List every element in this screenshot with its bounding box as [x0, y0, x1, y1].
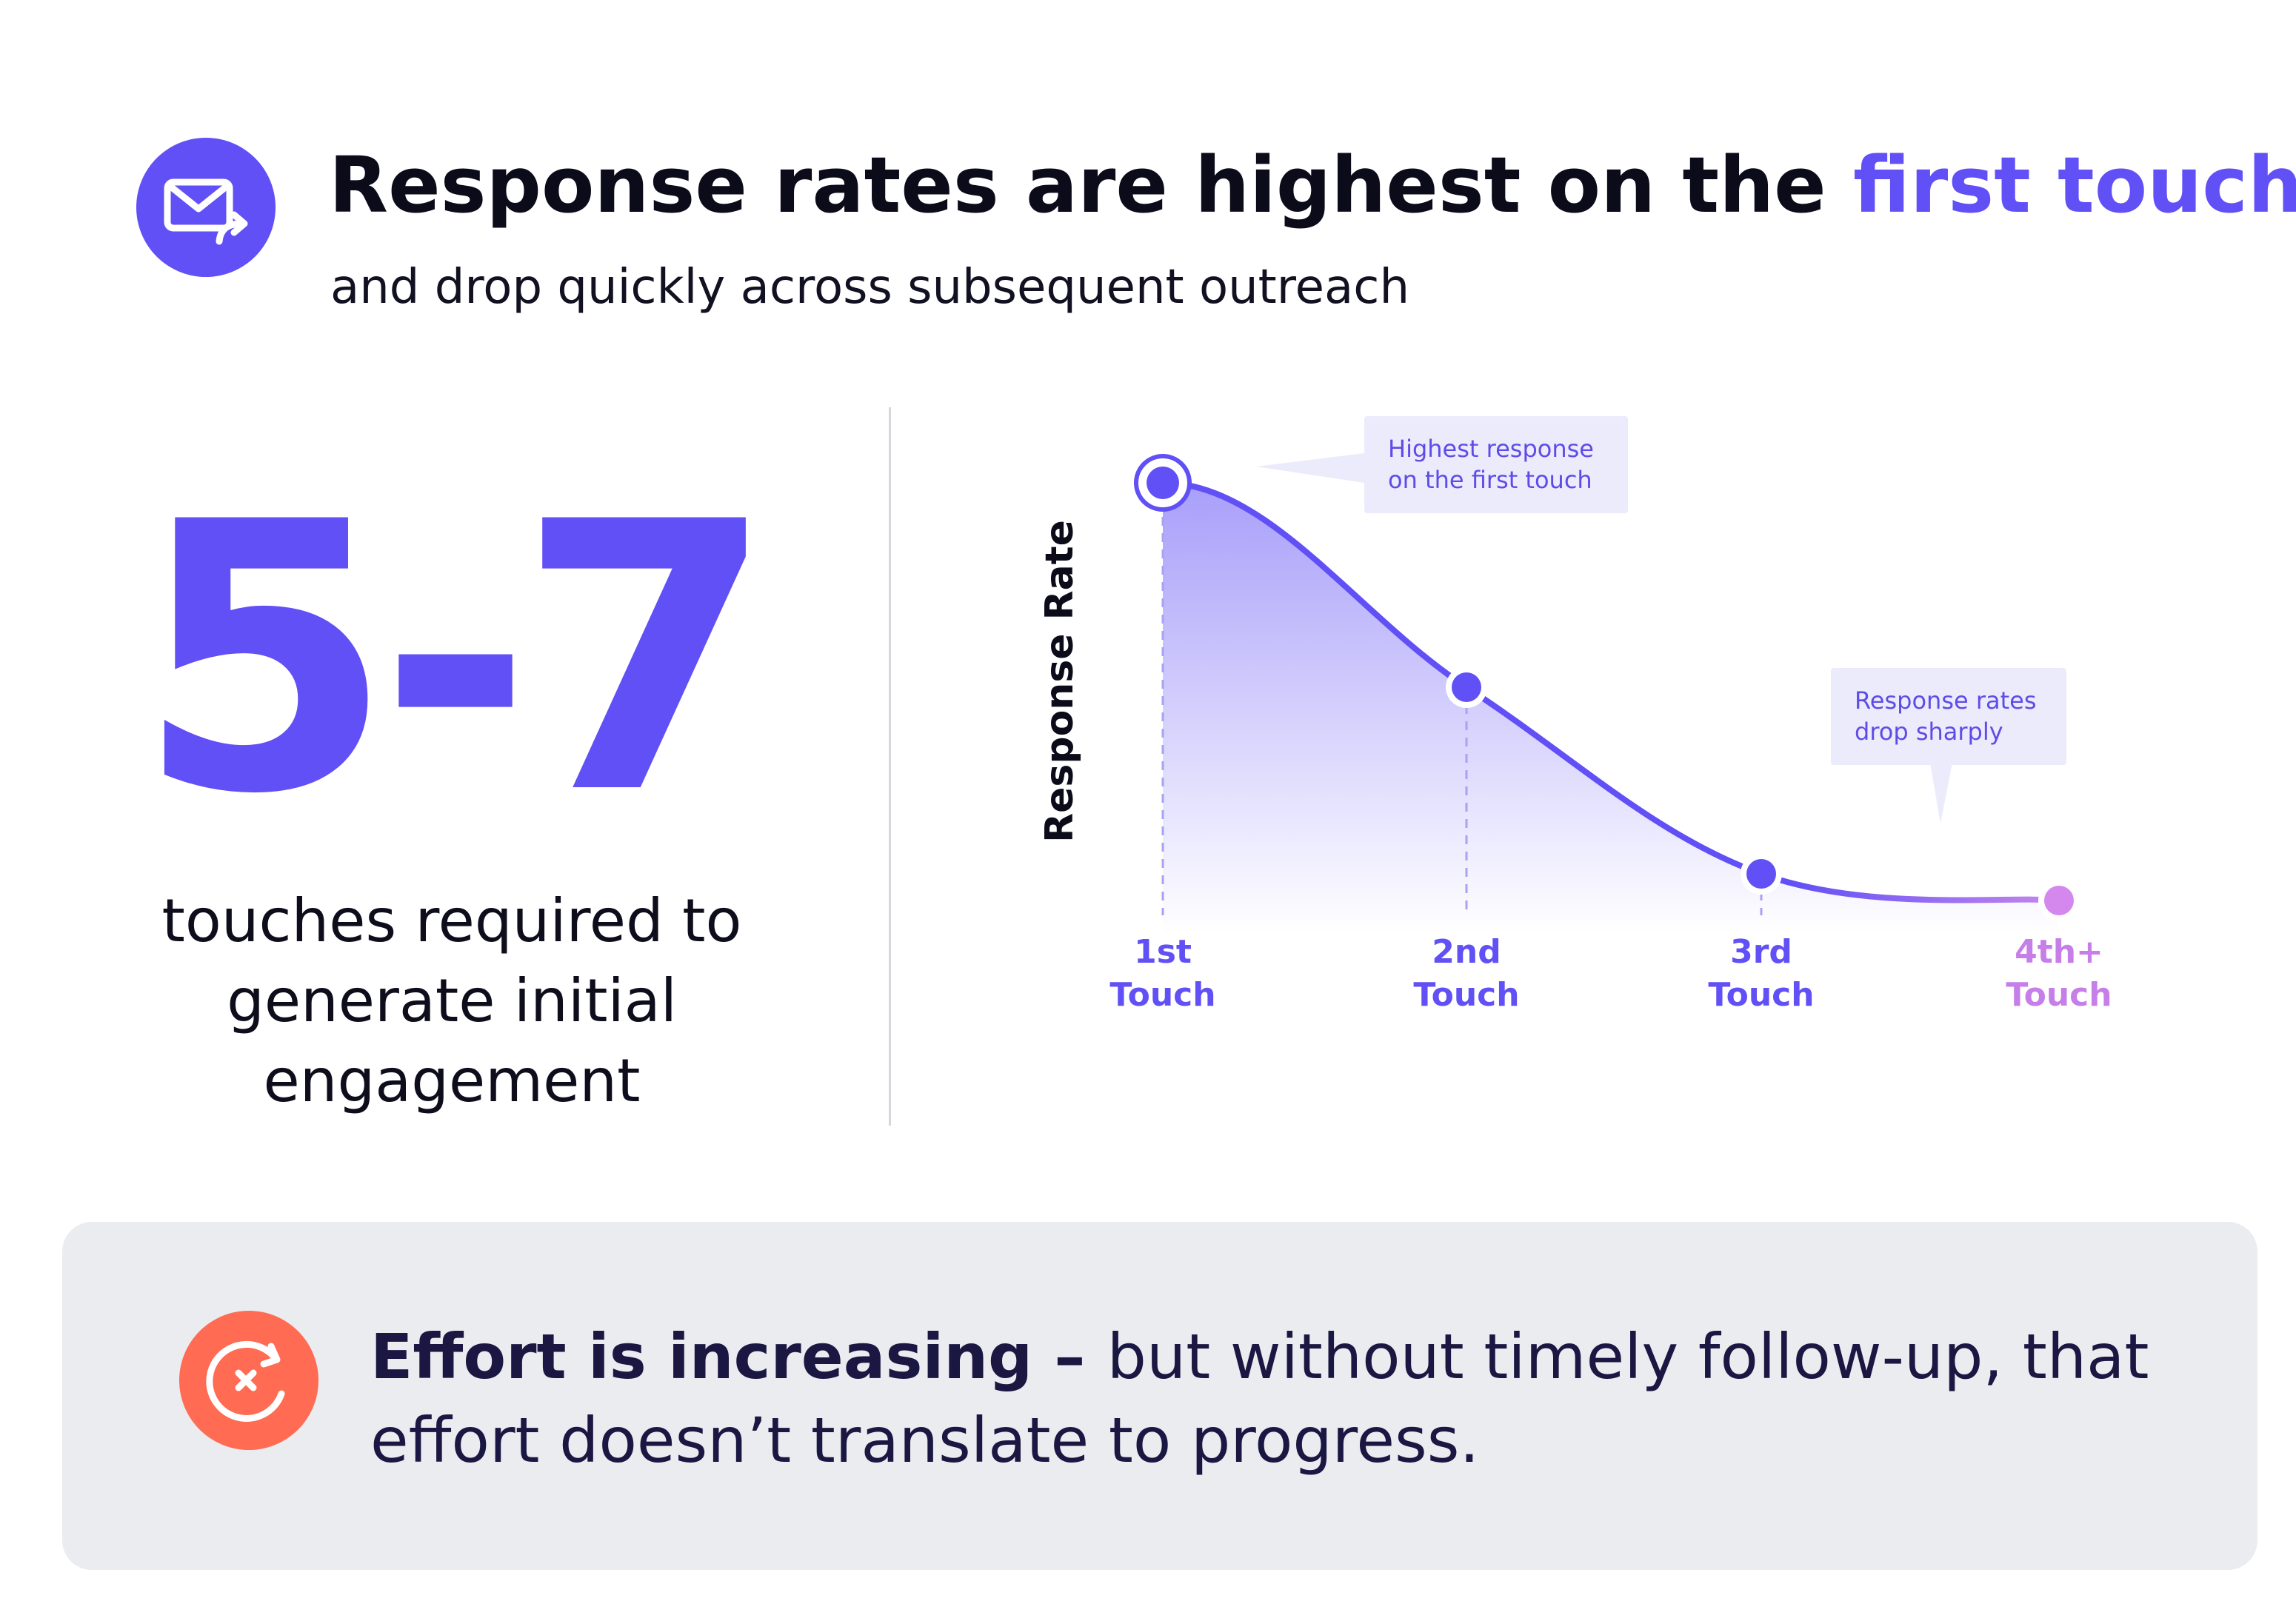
x-tick-label: 2nd: [1432, 933, 1501, 971]
x-tick-label: Touch: [1708, 976, 1814, 1014]
mail-forward-icon: [136, 138, 276, 277]
footer-banner: Effort is increasing – but without timel…: [62, 1222, 2257, 1570]
callout-highest-response: Highest response on the first touch: [1364, 416, 1628, 514]
page-subtitle: and drop quickly across subsequent outre…: [330, 260, 1409, 315]
x-tick-label: Touch: [2006, 976, 2112, 1014]
data-point: [1452, 672, 1481, 702]
footer-rest: but without timely follow-up, that effor…: [370, 1320, 2149, 1477]
stat-value: 5-7: [136, 444, 775, 875]
callout-drop-sharply: Response rates drop sharply: [1831, 668, 2066, 766]
callout-pointer: [1256, 453, 1364, 483]
title-accent: first touch: [1852, 140, 2296, 230]
footer-message: Effort is increasing – but without timel…: [370, 1315, 2207, 1483]
footer-bold: Effort is increasing –: [370, 1320, 1107, 1393]
response-rate-chart: 1st Touch 2nd Touch 3rd Touch 4th+ Touch Respons…: [1038, 453, 2112, 1014]
data-point: [1147, 467, 1179, 499]
y-axis-label: Response Rate: [1038, 520, 1082, 843]
callout-pointer: [1930, 763, 1952, 823]
data-point: [2044, 886, 2074, 915]
cancel-cycle-icon: [179, 1311, 318, 1450]
x-tick-label: 3rd: [1730, 933, 1792, 971]
chart-area-fill: [1163, 483, 2059, 935]
x-tick-label: 1st: [1134, 933, 1192, 971]
divider: [889, 407, 891, 1126]
data-point: [1746, 859, 1776, 889]
x-tick-label: Touch: [1109, 976, 1215, 1014]
stat-caption: touches required to generate initial eng…: [161, 886, 742, 1115]
page-title: Response rates are highest on the first …: [329, 139, 2296, 232]
series-line: [1160, 480, 2062, 903]
x-tick-label: Touch: [1413, 976, 1519, 1014]
title-main: Response rates are highest on the: [329, 140, 1853, 230]
x-tick-label: 4th+: [2015, 933, 2103, 971]
